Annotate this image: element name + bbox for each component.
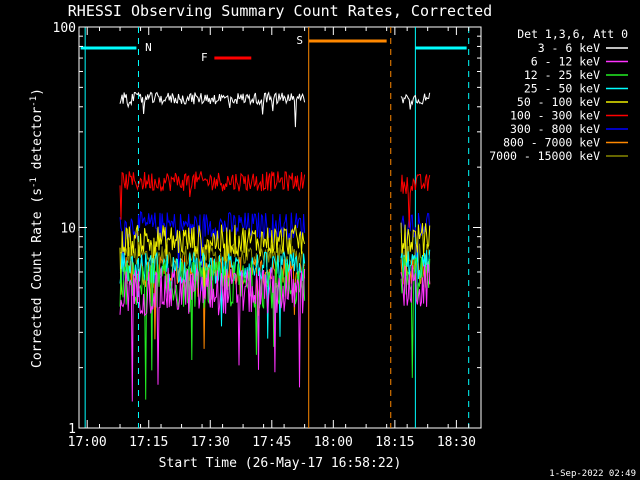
y-tick-label: 100 [53,21,76,36]
x-tick-label: 18:30 [437,435,476,450]
legend-label: 25 - 50 keV [524,82,600,96]
night-label: N [145,41,152,54]
y-tick-label: 1 [68,422,76,437]
legend-title: Det 1,3,6, Att 0 [517,27,628,41]
legend-label: 300 - 800 keV [510,122,600,136]
flare-label: F [201,51,208,64]
series-line [119,91,431,128]
x-tick-label: 17:00 [68,435,107,450]
legend-label: 800 - 7000 keV [503,136,600,150]
saa-label: S [296,34,303,47]
series-line [119,264,431,402]
x-tick-label: 17:30 [191,435,230,450]
series-layer [119,91,431,402]
legend-label: 50 - 100 keV [517,95,600,109]
y-tick-label: 10 [60,222,76,237]
x-axis-label: Start Time (26-May-17 16:58:22) [159,456,402,471]
legend-label: 7000 - 15000 keV [489,149,600,163]
legend-label: 100 - 300 keV [510,109,600,123]
legend-label: 12 - 25 keV [524,68,600,82]
x-tick-label: 17:45 [252,435,291,450]
chart-title: RHESSI Observing Summary Count Rates, Co… [68,2,492,20]
x-tick-label: 17:15 [129,435,168,450]
footer-date: 1-Sep-2022 02:49 [549,469,636,479]
x-tick-label: 18:15 [375,435,414,450]
y-axis-label: Corrected Count Rate (s-1 detector-1) [29,88,45,368]
series-line [119,171,431,228]
x-tick-label: 18:00 [314,435,353,450]
legend-label: 6 - 12 keV [531,55,600,69]
axes-layer: 1 10 100 17:00 17:15 17:30 17:45 18:00 18:15 18:3… [53,21,481,450]
series-line [119,222,431,299]
legend-label: 3 - 6 keV [538,41,600,55]
